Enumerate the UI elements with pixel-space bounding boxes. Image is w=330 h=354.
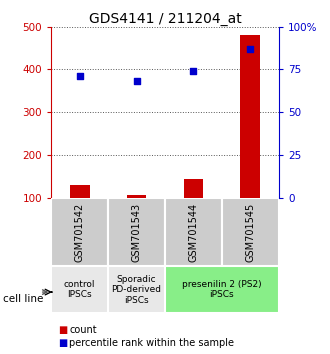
- Bar: [108, 198, 165, 266]
- Bar: [165, 266, 279, 313]
- Point: [77, 73, 82, 79]
- Point: [191, 68, 196, 74]
- Point: [248, 46, 253, 52]
- Bar: [108, 266, 165, 313]
- Text: GSM701542: GSM701542: [75, 202, 84, 262]
- Text: GSM701545: GSM701545: [246, 202, 255, 262]
- Text: presenilin 2 (PS2)
iPSCs: presenilin 2 (PS2) iPSCs: [182, 280, 262, 299]
- Text: Sporadic
PD-derived
iPSCs: Sporadic PD-derived iPSCs: [112, 275, 162, 305]
- Bar: [165, 198, 222, 266]
- Bar: [222, 198, 279, 266]
- Bar: [127, 195, 147, 198]
- Bar: [51, 266, 108, 313]
- Text: GSM701543: GSM701543: [132, 202, 142, 262]
- Point: [134, 79, 139, 84]
- Bar: [51, 198, 108, 266]
- Bar: [241, 35, 260, 198]
- Text: count: count: [69, 325, 97, 335]
- Text: ■: ■: [58, 338, 67, 348]
- Bar: [70, 185, 89, 198]
- Text: cell line: cell line: [3, 294, 44, 304]
- Text: percentile rank within the sample: percentile rank within the sample: [69, 338, 234, 348]
- Title: GDS4141 / 211204_at: GDS4141 / 211204_at: [89, 12, 241, 25]
- Text: ■: ■: [58, 325, 67, 335]
- Bar: [183, 178, 203, 198]
- Text: GSM701544: GSM701544: [188, 202, 198, 262]
- Text: control
IPSCs: control IPSCs: [64, 280, 95, 299]
